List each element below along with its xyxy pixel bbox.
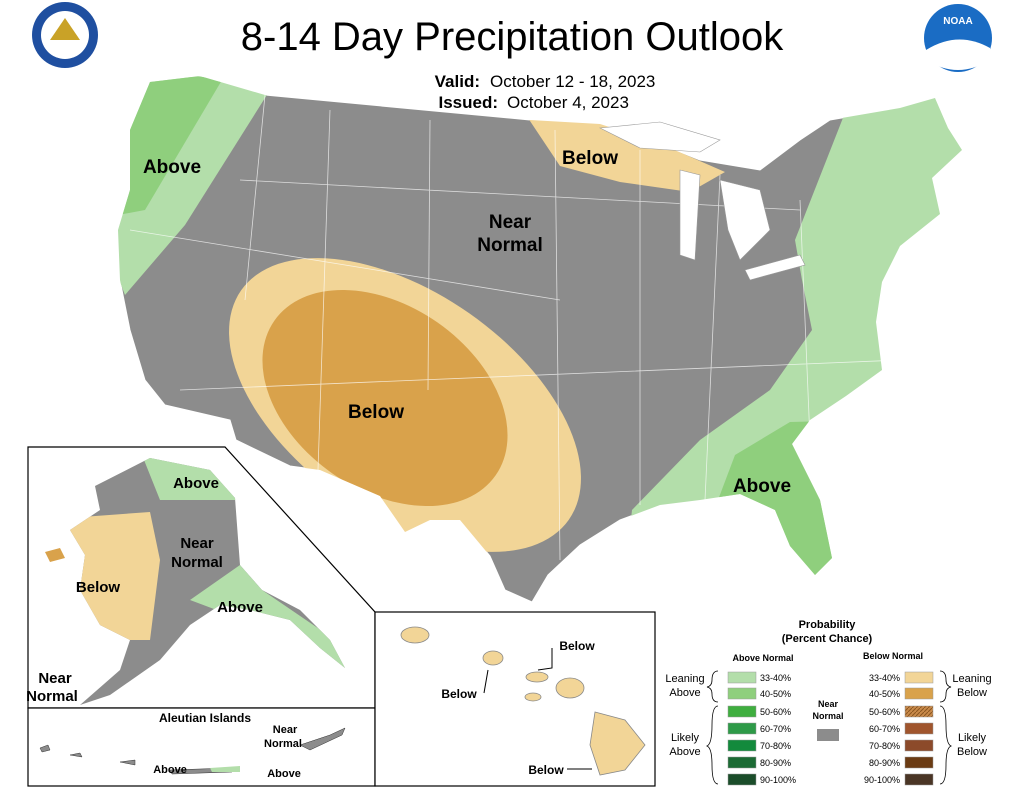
region-label: Near <box>38 670 72 687</box>
legend-header: Below Normal <box>863 651 923 661</box>
legend: Probability (Percent Chance) Above Norma… <box>665 619 992 786</box>
legend-range-above: 80-90% <box>760 758 791 768</box>
legend-swatch-above <box>727 756 757 769</box>
legend-range-below: 40-50% <box>869 689 900 699</box>
aleutian-islands <box>39 727 346 775</box>
legend-braces <box>705 670 953 785</box>
legend-near: Normal <box>812 711 843 721</box>
inset-title: Aleutian Islands <box>159 711 251 725</box>
doc-seal-emblem <box>50 18 80 40</box>
legend-swatch-above <box>727 739 757 752</box>
legend-range-below: 80-90% <box>869 758 900 768</box>
legend-swatch-below <box>904 705 934 718</box>
legend-group: Below <box>957 746 987 758</box>
region-label: Above <box>173 475 219 492</box>
legend-swatch-below <box>904 671 934 684</box>
region-label: Normal <box>264 738 302 750</box>
region-label: Below <box>76 579 121 596</box>
issued-label: Issued: <box>438 93 498 112</box>
region-label: Above <box>217 599 263 616</box>
great-lakes-below <box>528 118 725 192</box>
legend-group: Leaning <box>952 673 991 685</box>
legend-range-above: 40-50% <box>760 689 791 699</box>
legend-header: Above Normal <box>732 653 793 663</box>
region-label: Below <box>562 148 618 169</box>
legend-range-below: 90-100% <box>864 775 900 785</box>
legend-swatch-below <box>904 687 934 700</box>
noaa-logo-wave <box>926 39 990 70</box>
legend-range-below: 60-70% <box>869 724 900 734</box>
legend-swatch-above <box>727 687 757 700</box>
legend-range-below: 50-60% <box>869 707 900 717</box>
legend-swatch-above <box>727 722 757 735</box>
hawaii-islands <box>400 626 646 776</box>
legend-swatch-below <box>904 739 934 752</box>
region-label: Below <box>559 639 595 653</box>
issued-date: October 4, 2023 <box>507 93 629 112</box>
legend-swatch-above <box>727 671 757 684</box>
legend-range-below: 33-40% <box>869 673 900 683</box>
region-label: Above <box>153 764 187 776</box>
island <box>555 677 585 699</box>
legend-group: Above <box>669 687 700 699</box>
alaska-west-below <box>70 512 160 640</box>
noaa-logo-text: NOAA <box>943 16 972 27</box>
valid-dates: October 12 - 18, 2023 <box>490 72 655 91</box>
legend-swatch-near <box>817 729 839 741</box>
legend-swatch-below <box>904 756 934 769</box>
legend-range-below: 70-80% <box>869 741 900 751</box>
island <box>400 626 430 644</box>
legend-swatch-above <box>727 705 757 718</box>
legend-title: (Percent Chance) <box>782 633 873 645</box>
legend-near: Near <box>818 699 839 709</box>
legend-swatch-below <box>904 722 934 735</box>
legend-group: Below <box>957 687 987 699</box>
state-lines <box>129 94 901 561</box>
legend-group: Leaning <box>665 673 704 685</box>
great-lakes <box>598 121 806 281</box>
leader-lines <box>483 648 592 770</box>
region-label: Above <box>267 768 301 780</box>
island <box>525 671 549 683</box>
region-label: Normal <box>171 554 223 571</box>
legend-title: Probability <box>799 619 857 631</box>
island <box>524 692 542 702</box>
legend-range-above: 90-100% <box>760 775 796 785</box>
alaska-island <box>45 548 65 562</box>
region-label: Normal <box>26 688 78 705</box>
region-label: Near <box>180 535 214 552</box>
legend-group: Above <box>669 746 700 758</box>
legend-group: Likely <box>958 732 987 744</box>
aleutian-above <box>210 766 240 772</box>
legend-swatch-above <box>727 773 757 786</box>
legend-swatch-below <box>904 773 934 786</box>
region-label: Above <box>733 476 791 497</box>
region-label: Near <box>273 724 298 736</box>
region-label: Below <box>528 763 564 777</box>
region-label: Below <box>441 687 477 701</box>
region-label: Near <box>489 212 532 233</box>
legend-range-above: 70-80% <box>760 741 791 751</box>
region-label: Below <box>348 402 404 423</box>
island <box>482 650 504 666</box>
southwest-below-40 <box>262 289 508 507</box>
legend-range-above: 60-70% <box>760 724 791 734</box>
island <box>589 711 646 776</box>
legend-group: Likely <box>671 732 700 744</box>
region-label: Above <box>143 157 201 178</box>
valid-label: Valid: <box>435 72 480 91</box>
title: 8-14 Day Precipitation Outlook <box>241 15 785 59</box>
region-label: Normal <box>477 235 542 256</box>
legend-range-above: 50-60% <box>760 707 791 717</box>
legend-range-above: 33-40% <box>760 673 791 683</box>
